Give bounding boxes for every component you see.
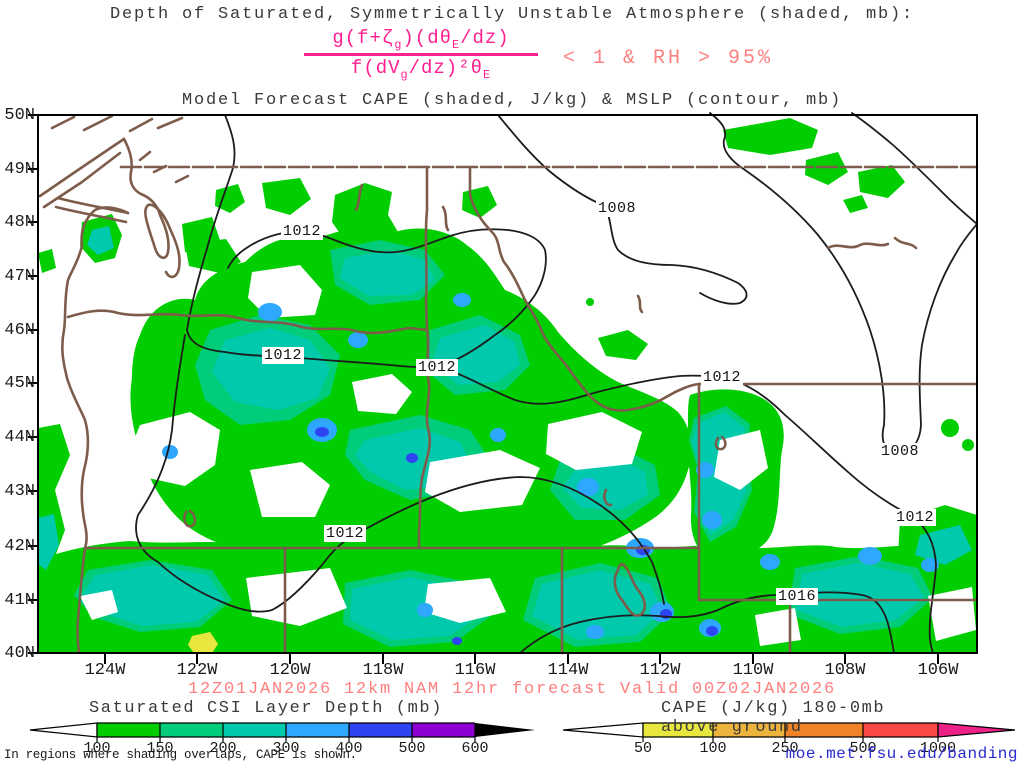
lon-label: 106W xyxy=(917,661,959,680)
pend-oreille xyxy=(441,205,450,232)
lon-label: 112W xyxy=(639,661,681,680)
lat-label: 50N xyxy=(4,106,35,125)
contour-label: 1012 xyxy=(323,525,367,542)
vancouver-island-coast2 xyxy=(42,151,122,209)
lon-label: 122W xyxy=(176,661,218,680)
lat-label: 45N xyxy=(4,374,35,393)
geo-borders xyxy=(38,114,979,655)
page-subtitle: Model Forecast CAPE (shaded, J/kg) & MSL… xyxy=(181,91,843,110)
shading-layer xyxy=(38,118,977,653)
csi-tick: 150 xyxy=(146,740,174,757)
lon-ticks xyxy=(104,653,939,664)
lat-label: 46N xyxy=(4,321,35,340)
lat-label: 49N xyxy=(4,160,35,179)
lon-label: 116W xyxy=(454,661,496,680)
cape-bar-title: CAPE (J/kg) 180-0mb above ground xyxy=(661,699,886,737)
csi-tick: 100 xyxy=(83,740,111,757)
missouri-river xyxy=(826,236,918,250)
lon-label: 108W xyxy=(824,661,866,680)
page-title: Depth of Saturated, Symmetrically Unstab… xyxy=(109,5,915,24)
formula-denominator: f(dVg/dz)²θE xyxy=(350,56,492,82)
csi-tick: 200 xyxy=(209,740,237,757)
lake-chelan xyxy=(354,183,364,212)
csi-tick: 600 xyxy=(461,740,489,757)
vancouver-island-coast xyxy=(38,137,126,198)
contour-ne-corner xyxy=(851,112,978,225)
cape-tick: 500 xyxy=(849,740,877,757)
contour-label: 1016 xyxy=(775,588,819,605)
contour-1008-west xyxy=(497,114,748,305)
contour-label: 1008 xyxy=(878,443,922,460)
csi-tick: 300 xyxy=(272,740,300,757)
lat-label: 48N xyxy=(4,213,35,232)
csi-formula: g(f+ζg)(dθE/dz) f(dVg/dz)²θE xyxy=(296,27,546,82)
overlap-note: In regions where shading overlaps, CAPE … xyxy=(4,748,357,762)
contour-1012-south xyxy=(135,334,665,613)
cape-tick: 1000 xyxy=(919,740,956,757)
contour-label: 1012 xyxy=(415,359,459,376)
contour-label: 1012 xyxy=(261,347,305,364)
lat-ticks xyxy=(28,114,38,654)
contour-label: 1012 xyxy=(893,509,937,526)
lat-label: 47N xyxy=(4,267,35,286)
csi-tick: 400 xyxy=(335,740,363,757)
contour-label: 1012 xyxy=(700,369,744,386)
formula-condition: < 1 & RH > 95% xyxy=(563,47,774,70)
pacific-coastline xyxy=(61,206,130,655)
csi-bar-title: Saturated CSI Layer Depth (mb) xyxy=(88,699,444,718)
shade-cape-yellow xyxy=(188,632,218,653)
lon-label: 110W xyxy=(732,661,774,680)
lon-label: 120W xyxy=(269,661,311,680)
idaho-montana-border xyxy=(468,165,701,412)
site-link[interactable]: moe.met.fsu.edu/banding xyxy=(785,745,1018,763)
lat-label: 42N xyxy=(4,537,35,556)
lat-label: 44N xyxy=(4,428,35,447)
csi-tick: 500 xyxy=(398,740,426,757)
lat-label: 43N xyxy=(4,482,35,501)
cape-tick: 50 xyxy=(633,740,652,757)
fraction-bar xyxy=(304,52,538,56)
map-frame xyxy=(28,114,978,664)
valid-time-line: 12Z01JAN2026 12km NAM 12hr forecast Vali… xyxy=(187,680,837,699)
puget-sound xyxy=(122,137,181,279)
lon-label: 114W xyxy=(547,661,589,680)
lat-label: 40N xyxy=(4,644,35,663)
cape-colorbar xyxy=(562,722,1016,742)
yellowstone-lake xyxy=(714,435,727,451)
bear-river xyxy=(603,488,613,507)
lon-label: 124W xyxy=(84,661,126,680)
lat-label: 41N xyxy=(4,591,35,610)
klamath-lake xyxy=(183,509,197,528)
idaho-west-border xyxy=(417,165,432,549)
lon-label: 118W xyxy=(362,661,404,680)
contour-label: 1008 xyxy=(595,200,639,217)
cape-tick: 100 xyxy=(699,740,727,757)
cape-tick: 250 xyxy=(771,740,799,757)
formula-numerator: g(f+ζg)(dθE/dz) xyxy=(332,27,510,52)
great-salt-lake xyxy=(613,562,647,617)
csi-colorbar xyxy=(29,722,535,742)
columbia-river xyxy=(66,309,429,335)
contour-label: 1012 xyxy=(280,223,324,240)
